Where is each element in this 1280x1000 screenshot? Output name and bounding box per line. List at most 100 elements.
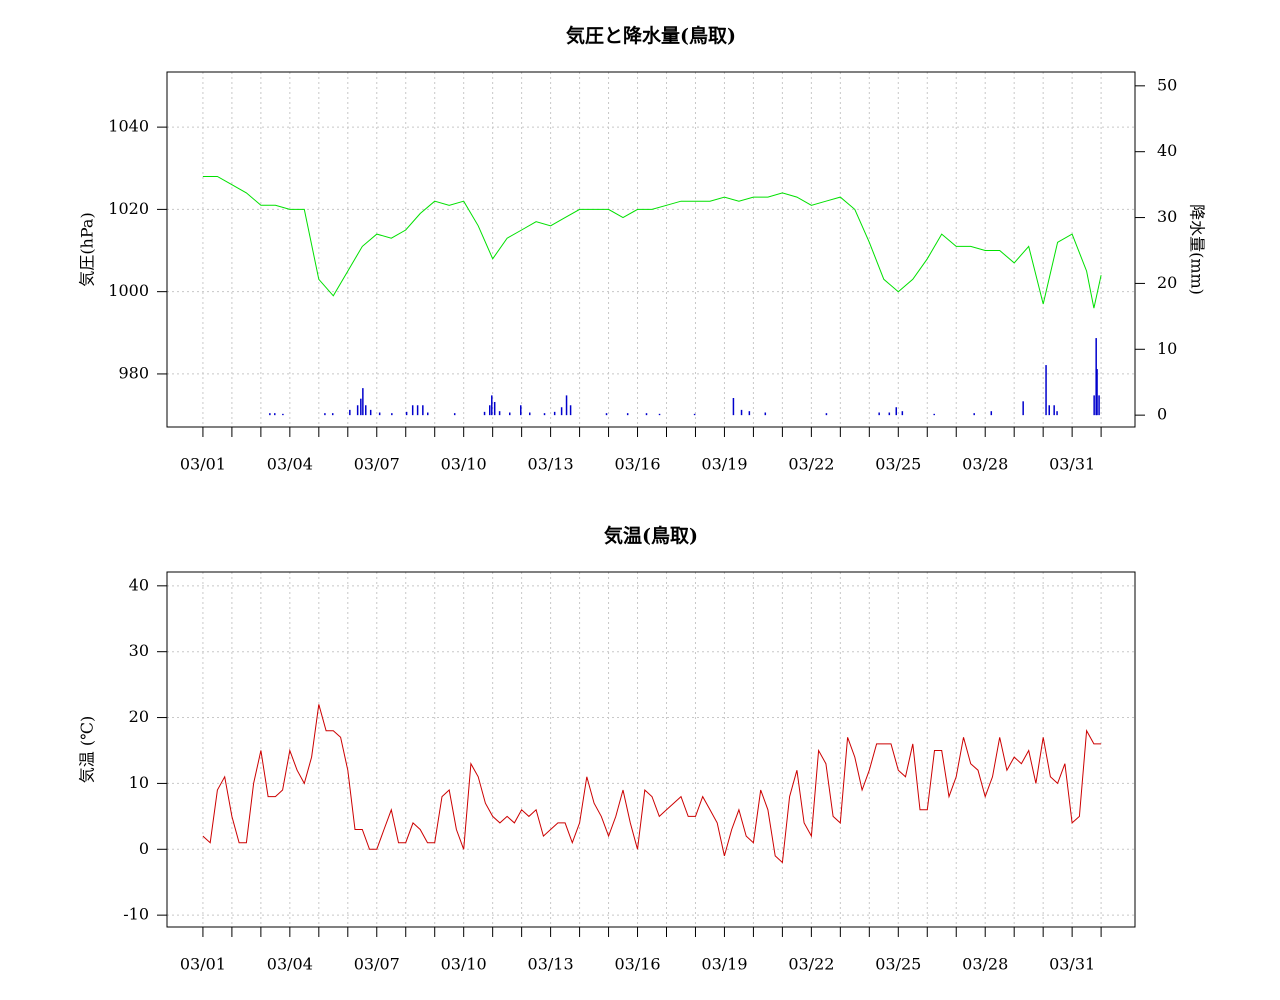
precip-bar bbox=[895, 407, 898, 416]
precip-bar bbox=[626, 413, 629, 416]
y-tick-label: 20 bbox=[129, 707, 149, 726]
precip-bar bbox=[391, 413, 393, 416]
precip-bar bbox=[560, 407, 563, 416]
x-tick-label: 03/22 bbox=[788, 955, 834, 974]
y-axis-label: 気圧(hPa) bbox=[78, 212, 97, 286]
precip-bar bbox=[349, 409, 351, 416]
x-tick-label: 03/01 bbox=[180, 455, 226, 474]
precip-bar bbox=[365, 405, 367, 416]
precip-bar bbox=[274, 413, 276, 416]
x-tick-label: 03/31 bbox=[1049, 955, 1095, 974]
precip-bar bbox=[605, 413, 608, 416]
y2-tick-label: 10 bbox=[1157, 339, 1177, 358]
precip-bar bbox=[1053, 405, 1055, 416]
precip-bar bbox=[483, 411, 486, 416]
y-tick-label: 1020 bbox=[108, 199, 149, 218]
y-tick-label: 980 bbox=[118, 363, 149, 382]
precip-bar bbox=[658, 413, 661, 416]
y2-tick-label: 30 bbox=[1157, 207, 1177, 226]
y2-tick-label: 40 bbox=[1157, 141, 1177, 160]
precip-bar bbox=[520, 405, 522, 416]
x-tick-label: 03/19 bbox=[701, 955, 747, 974]
y2-tick-label: 20 bbox=[1157, 273, 1177, 292]
precip-bar bbox=[498, 411, 501, 416]
precip-bar bbox=[764, 412, 767, 416]
x-tick-label: 03/10 bbox=[441, 955, 487, 974]
x-tick-label: 03/01 bbox=[180, 955, 226, 974]
precip-bar bbox=[1098, 395, 1100, 416]
precip-bar bbox=[378, 412, 381, 416]
x-tick-label: 03/04 bbox=[267, 455, 313, 474]
precip-bar bbox=[411, 405, 414, 416]
precip-bar bbox=[565, 395, 568, 416]
x-tick-label: 03/13 bbox=[528, 955, 574, 974]
precip-bar bbox=[1093, 395, 1095, 416]
precip-bar bbox=[493, 401, 496, 416]
y-tick-label: 0 bbox=[139, 839, 149, 858]
plot-frame bbox=[166, 71, 1136, 428]
x-tick-label: 03/28 bbox=[962, 955, 1008, 974]
precip-bar bbox=[1056, 411, 1058, 416]
data-line bbox=[202, 176, 1102, 309]
precip-bar bbox=[693, 413, 696, 416]
precip-bar bbox=[422, 405, 424, 416]
precip-bar bbox=[825, 413, 828, 416]
precip-bar bbox=[489, 405, 491, 416]
precip-bar bbox=[732, 398, 735, 416]
precip-bar bbox=[740, 409, 743, 416]
x-tick-label: 03/22 bbox=[788, 455, 834, 474]
precip-bar bbox=[362, 388, 364, 416]
precip-bar bbox=[1022, 401, 1024, 416]
x-tick-label: 03/16 bbox=[614, 455, 660, 474]
data-line bbox=[202, 704, 1102, 864]
x-tick-label: 03/10 bbox=[441, 455, 487, 474]
precip-bar bbox=[973, 413, 975, 416]
precip-bar bbox=[878, 412, 880, 416]
precip-bar bbox=[405, 411, 408, 416]
x-tick-label: 03/25 bbox=[875, 955, 921, 974]
y-tick-label: 40 bbox=[129, 575, 149, 594]
precip-bar bbox=[1096, 369, 1098, 416]
precip-bar bbox=[1095, 338, 1097, 416]
precip-bar bbox=[1048, 405, 1050, 416]
precip-bar bbox=[1045, 365, 1047, 416]
x-tick-label: 03/16 bbox=[614, 955, 660, 974]
y-tick-label: 1040 bbox=[108, 117, 149, 136]
y-tick-label: 30 bbox=[129, 641, 149, 660]
x-tick-label: 03/04 bbox=[267, 955, 313, 974]
precip-bar bbox=[360, 398, 362, 416]
precip-bar bbox=[901, 411, 904, 416]
precip-bar bbox=[282, 413, 284, 416]
precip-bar bbox=[331, 413, 334, 416]
precip-bar bbox=[553, 411, 556, 416]
x-tick-label: 03/28 bbox=[962, 455, 1008, 474]
x-tick-label: 03/31 bbox=[1049, 455, 1095, 474]
plot-frame bbox=[166, 571, 1136, 928]
precip-bar bbox=[453, 413, 456, 416]
x-tick-label: 03/19 bbox=[701, 455, 747, 474]
x-tick-label: 03/07 bbox=[354, 955, 400, 974]
y-tick-label: 1000 bbox=[108, 281, 149, 300]
precip-bar bbox=[528, 412, 531, 416]
precip-bar bbox=[491, 395, 493, 416]
x-tick-label: 03/07 bbox=[354, 455, 400, 474]
x-tick-label: 03/13 bbox=[528, 455, 574, 474]
precip-bar bbox=[416, 405, 419, 416]
precip-bar bbox=[569, 405, 572, 416]
precip-bar bbox=[427, 412, 429, 416]
chart-title: 気温(鳥取) bbox=[604, 524, 698, 547]
precip-bar bbox=[933, 413, 935, 416]
y2-tick-label: 0 bbox=[1157, 405, 1167, 424]
chart-title: 気圧と降水量(鳥取) bbox=[566, 24, 736, 47]
y-tick-label: 10 bbox=[129, 773, 149, 792]
precip-bar bbox=[543, 413, 546, 416]
precip-bar bbox=[645, 413, 648, 416]
precip-bar bbox=[269, 413, 271, 416]
y-tick-label: -10 bbox=[123, 905, 149, 924]
y2-axis-label: 降水量(mm) bbox=[1188, 204, 1207, 295]
x-tick-label: 03/25 bbox=[875, 455, 921, 474]
precip-bar bbox=[356, 405, 359, 416]
precip-bar bbox=[324, 413, 326, 416]
